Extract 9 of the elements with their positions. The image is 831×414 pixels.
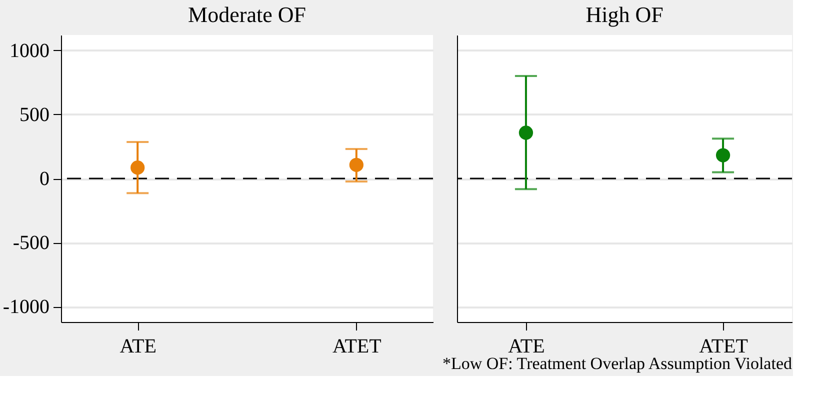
y-tick-label: 1000 — [10, 40, 50, 62]
y-tick-label: 0 — [40, 168, 50, 190]
y-tick-label: 500 — [20, 104, 50, 126]
x-tick-label: ATE — [120, 336, 156, 358]
x-tick-label: ATET — [332, 336, 382, 358]
chart-title: Moderate OF — [188, 2, 306, 27]
chart-title: High OF — [586, 2, 664, 27]
y-tick-label: -500 — [12, 232, 50, 254]
y-tick-label: -1000 — [2, 296, 50, 318]
